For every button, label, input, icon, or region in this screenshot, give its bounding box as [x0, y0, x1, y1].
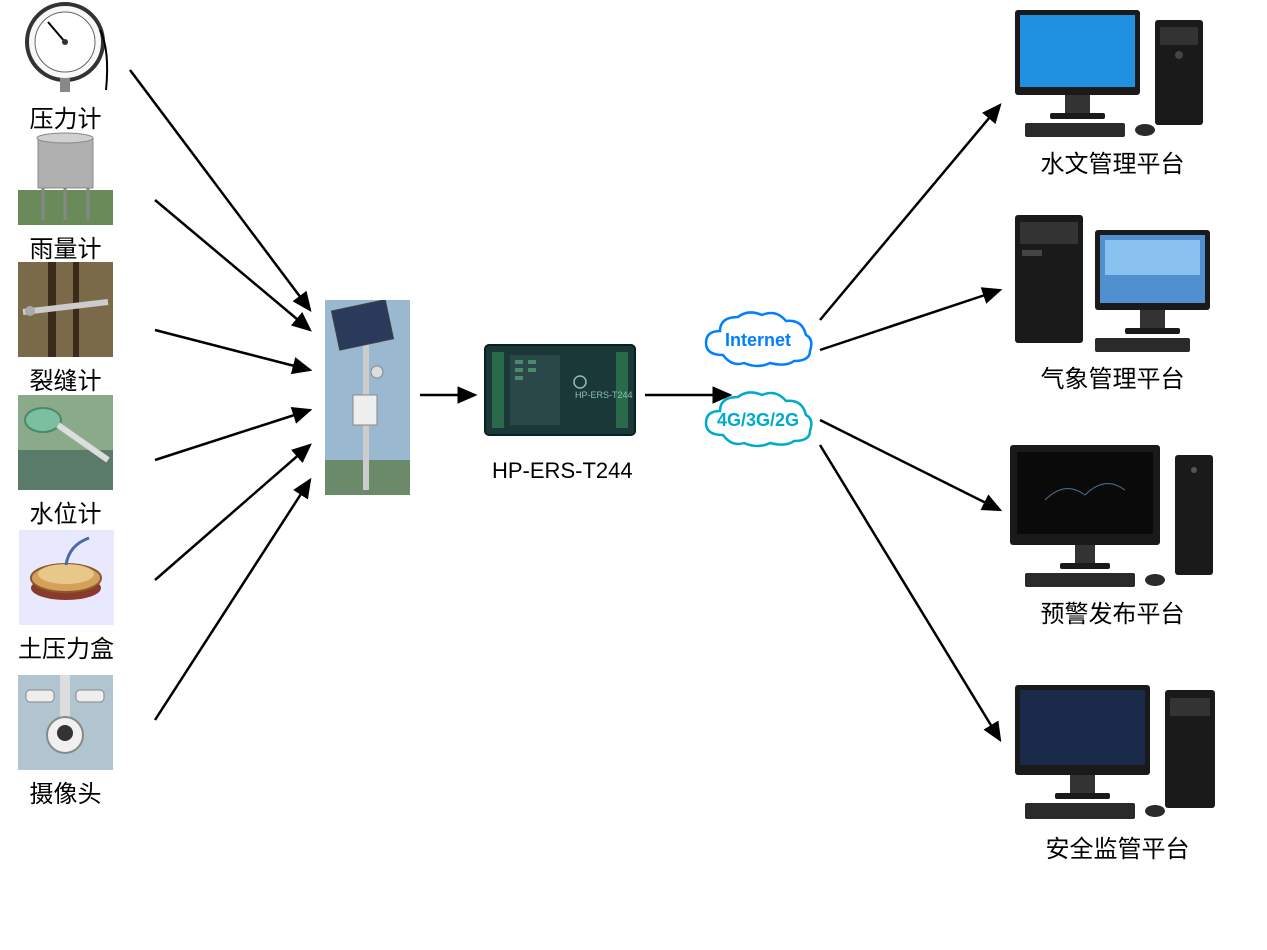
sensor-rain-gauge: 雨量计 — [18, 130, 113, 264]
platform-alert: 预警发布平台 — [1005, 440, 1220, 629]
platform-label: 预警发布平台 — [1041, 594, 1185, 629]
sensor-label: 雨量计 — [30, 229, 102, 264]
sensor-label: 水位计 — [30, 494, 102, 529]
cloud-label: Internet — [725, 330, 791, 351]
soil-pressure-icon — [19, 530, 114, 625]
computer-icon — [1010, 5, 1215, 140]
computer-icon — [1010, 680, 1225, 825]
platform-weather: 气象管理平台 — [1010, 210, 1215, 394]
cloud-label: 4G/3G/2G — [717, 410, 799, 431]
cloud-internet: Internet — [698, 305, 818, 375]
sensor-pressure-gauge: 压力计 — [18, 0, 113, 134]
device-label: HP-ERS-T244 — [492, 458, 633, 484]
sensor-label: 摄像头 — [30, 774, 102, 809]
pressure-gauge-icon — [18, 0, 113, 95]
platform-label: 气象管理平台 — [1041, 359, 1185, 394]
sensor-label: 土压力盒 — [18, 629, 114, 664]
sensor-label: 裂缝计 — [30, 361, 102, 396]
camera-icon — [18, 675, 113, 770]
sensor-label: 压力计 — [30, 99, 102, 134]
platform-hydrology: 水文管理平台 — [1010, 5, 1215, 179]
sensor-camera: 摄像头 — [18, 675, 113, 809]
computer-icon — [1010, 210, 1215, 355]
collector-node — [325, 300, 410, 495]
platform-label: 水文管理平台 — [1041, 144, 1185, 179]
platform-security: 安全监管平台 — [1010, 680, 1225, 864]
crack-meter-icon — [18, 262, 113, 357]
water-level-icon — [18, 395, 113, 490]
device-node: HP-ERS-T244 — [480, 340, 640, 440]
solar-pole-icon — [325, 300, 410, 495]
cloud-cellular: 4G/3G/2G — [698, 385, 818, 455]
device-icon: HP-ERS-T244 — [480, 340, 640, 440]
sensor-soil-pressure: 土压力盒 — [18, 530, 114, 664]
svg-text:HP-ERS-T244: HP-ERS-T244 — [575, 390, 633, 400]
sensor-water-level: 水位计 — [18, 395, 113, 529]
rain-gauge-icon — [18, 130, 113, 225]
sensor-crack-meter: 裂缝计 — [18, 262, 113, 396]
platform-label: 安全监管平台 — [1046, 829, 1190, 864]
computer-icon — [1005, 440, 1220, 590]
